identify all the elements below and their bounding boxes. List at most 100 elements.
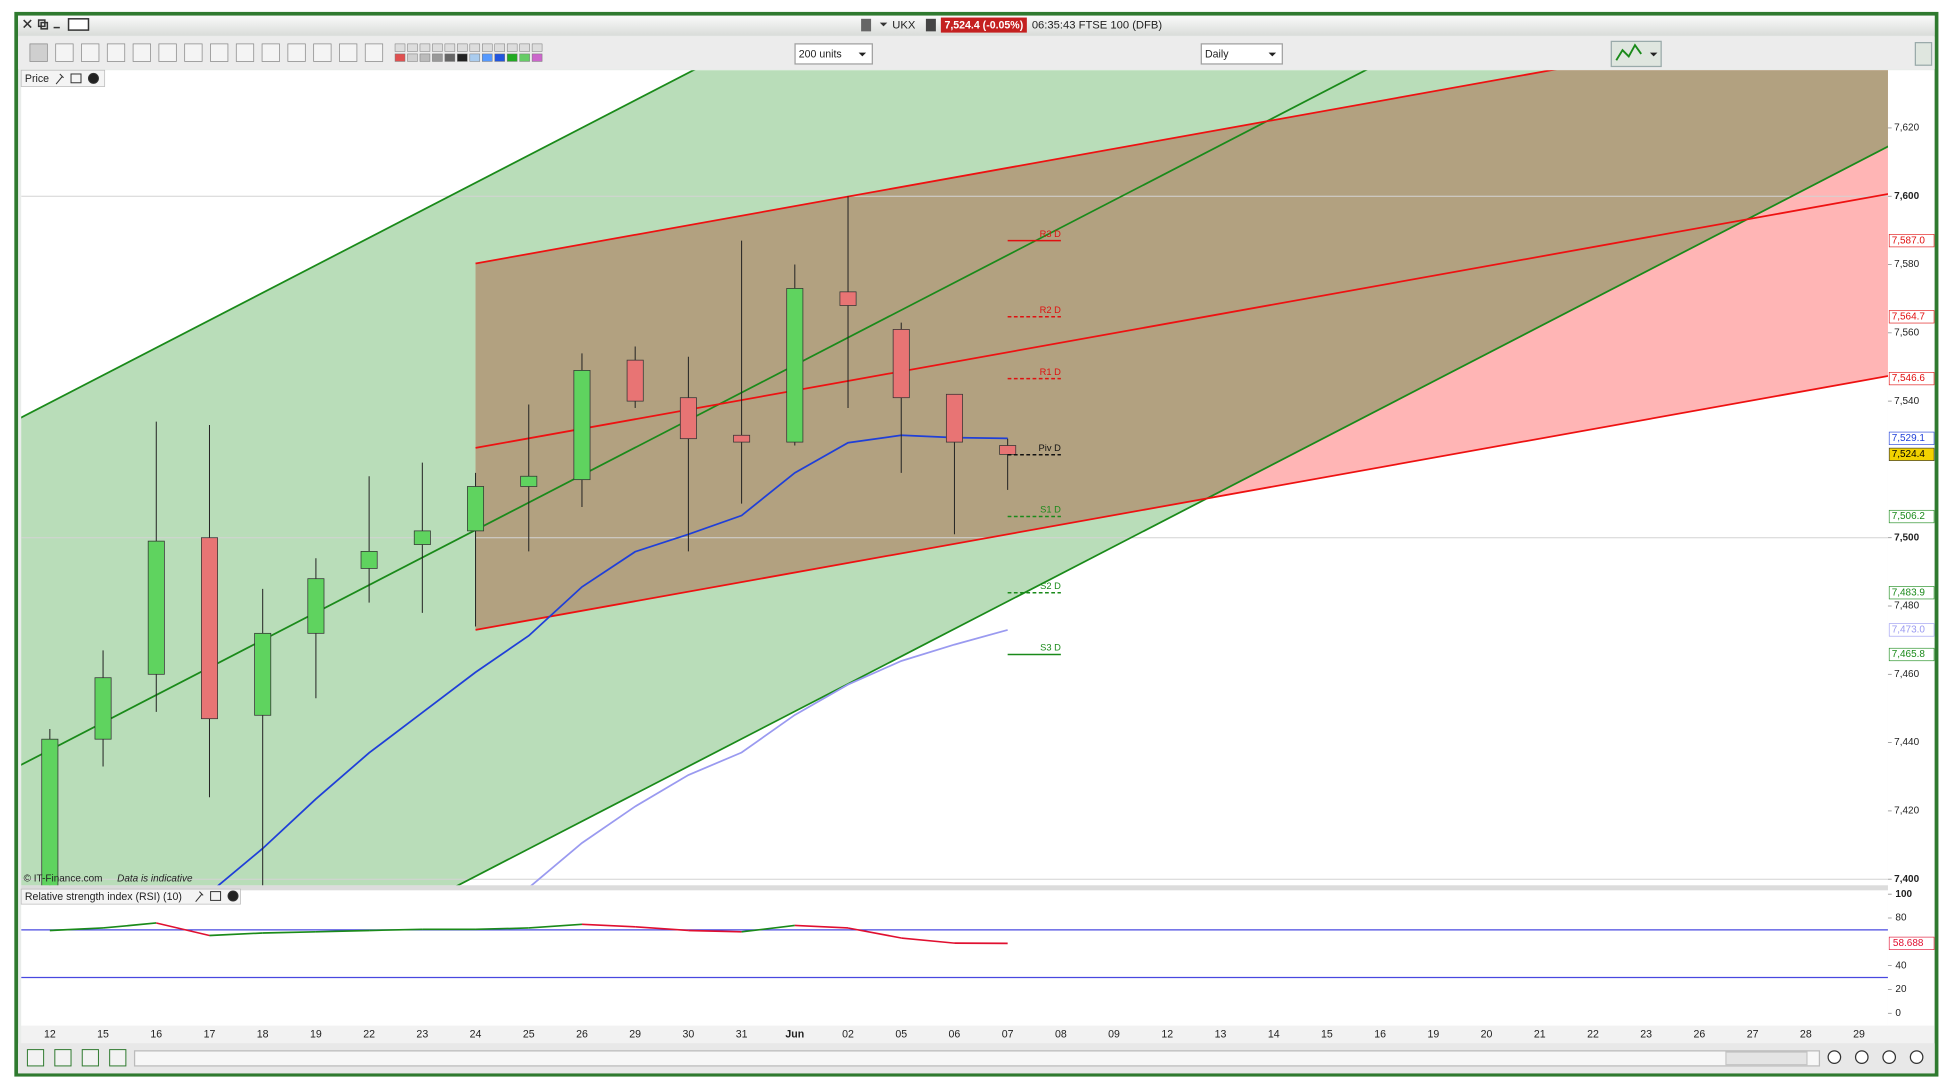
candle-body: [94, 677, 112, 740]
bottom-button[interactable]: [54, 1049, 72, 1067]
tool-button[interactable]: [210, 43, 229, 62]
interval-dropdown[interactable]: [1200, 43, 1283, 65]
color-swatch[interactable]: [394, 43, 406, 52]
zoom-button[interactable]: [1882, 1050, 1897, 1065]
axis-value-box: [1888, 431, 1935, 445]
panel-label: [20, 69, 106, 87]
x-tick-label: 26: [576, 1028, 588, 1040]
color-swatch[interactable]: [457, 53, 468, 62]
y-tick-label: 7,580: [1894, 259, 1919, 270]
rsi-line: [49, 927, 104, 932]
color-swatch[interactable]: [419, 53, 431, 62]
tool-button[interactable]: [235, 43, 255, 62]
tool-button[interactable]: [364, 43, 384, 62]
channel-overlap: [475, 70, 1888, 630]
bottom-button[interactable]: [81, 1049, 99, 1067]
color-swatch[interactable]: [469, 53, 481, 62]
color-swatch[interactable]: [482, 53, 493, 62]
y-tick-label: 40: [1895, 960, 1907, 971]
rsi-line: [635, 925, 689, 932]
instrument-icon[interactable]: [861, 18, 872, 32]
color-swatch[interactable]: [531, 43, 543, 52]
tool-button[interactable]: [29, 43, 48, 62]
color-swatch[interactable]: [394, 53, 406, 62]
color-swatch[interactable]: [444, 43, 456, 52]
rsi-line: [528, 923, 583, 929]
color-swatch[interactable]: [494, 43, 505, 52]
scroll-thumb[interactable]: [1725, 1051, 1808, 1066]
pivot-name: S2 D: [1040, 581, 1061, 591]
axis-value-box: [1888, 371, 1935, 386]
color-swatch[interactable]: [531, 53, 543, 62]
color-swatch[interactable]: [407, 53, 418, 62]
chart-style-icon: [1615, 43, 1642, 61]
color-swatch[interactable]: [444, 53, 456, 62]
x-tick-label: 16: [150, 1028, 162, 1040]
info-icon[interactable]: [925, 18, 936, 32]
candle-body: [839, 291, 857, 306]
y-tick-label: 80: [1895, 913, 1907, 924]
x-tick-label: 13: [1215, 1028, 1227, 1040]
color-swatch[interactable]: [469, 43, 481, 52]
candle-body: [626, 359, 644, 402]
tool-button[interactable]: [106, 43, 126, 62]
window-controls[interactable]: [23, 18, 90, 31]
x-tick-label: 05: [895, 1028, 907, 1040]
tool-button[interactable]: [158, 43, 177, 62]
zoom-button[interactable]: [1854, 1050, 1869, 1065]
x-tick-label: 22: [363, 1028, 375, 1040]
candle-body: [307, 578, 325, 634]
side-button[interactable]: [1914, 42, 1933, 66]
bottom-button[interactable]: [26, 1049, 45, 1067]
tool-button[interactable]: [287, 43, 306, 62]
x-tick-label: 18: [257, 1028, 269, 1040]
color-swatch[interactable]: [494, 53, 505, 62]
color-swatch[interactable]: [519, 43, 530, 52]
dropdown-arrow: [1268, 52, 1277, 57]
color-swatch[interactable]: [432, 53, 443, 62]
rsi-line: [209, 932, 263, 937]
x-tick-label: 09: [1108, 1028, 1120, 1040]
tool-button[interactable]: [184, 43, 203, 62]
panel-icons[interactable]: [55, 72, 99, 85]
candle-body: [999, 445, 1017, 455]
moving-average: [530, 629, 1008, 886]
rsi-line: [315, 929, 370, 933]
color-swatch[interactable]: [506, 43, 518, 52]
color-swatch[interactable]: [519, 53, 530, 62]
y-tick-label: 7,600: [1894, 191, 1919, 202]
rsi-panel: [21, 890, 1888, 1026]
candle-body: [679, 397, 697, 440]
candle-body: [147, 540, 165, 675]
color-swatch[interactable]: [432, 43, 443, 52]
dropdown-arrow[interactable]: [879, 22, 888, 27]
scrollbar[interactable]: [133, 1050, 1821, 1067]
color-swatch[interactable]: [419, 43, 431, 52]
size-dropdown[interactable]: [794, 43, 873, 65]
pivot-name: R2 D: [1040, 305, 1061, 315]
tool-button[interactable]: [55, 43, 74, 62]
zoom-button[interactable]: [1909, 1050, 1924, 1065]
color-swatch[interactable]: [407, 43, 418, 52]
candle-body: [520, 475, 538, 487]
axis-value-label: 7,546.6: [1892, 373, 1926, 384]
tool-button[interactable]: [81, 43, 100, 62]
color-swatch[interactable]: [482, 43, 493, 52]
tool-button[interactable]: [313, 43, 332, 62]
tool-button[interactable]: [132, 43, 151, 62]
status-text: 06:35:43 FTSE 100 (DFB): [1032, 20, 1163, 32]
color-swatch[interactable]: [506, 53, 518, 62]
x-axis: [21, 1025, 1935, 1044]
y-tick-label: 7,440: [1894, 737, 1919, 748]
axis-value-box: [1888, 447, 1935, 461]
tool-button[interactable]: [339, 43, 358, 62]
panel-icons[interactable]: [195, 890, 239, 902]
tool-button[interactable]: [261, 43, 280, 62]
dropdown-arrow: [858, 52, 867, 57]
candle-body: [467, 486, 485, 532]
bottom-button[interactable]: [109, 1049, 127, 1067]
color-swatch[interactable]: [457, 43, 468, 52]
zoom-button[interactable]: [1827, 1050, 1842, 1065]
candle-body: [786, 288, 804, 443]
x-tick-label: 29: [629, 1028, 641, 1040]
